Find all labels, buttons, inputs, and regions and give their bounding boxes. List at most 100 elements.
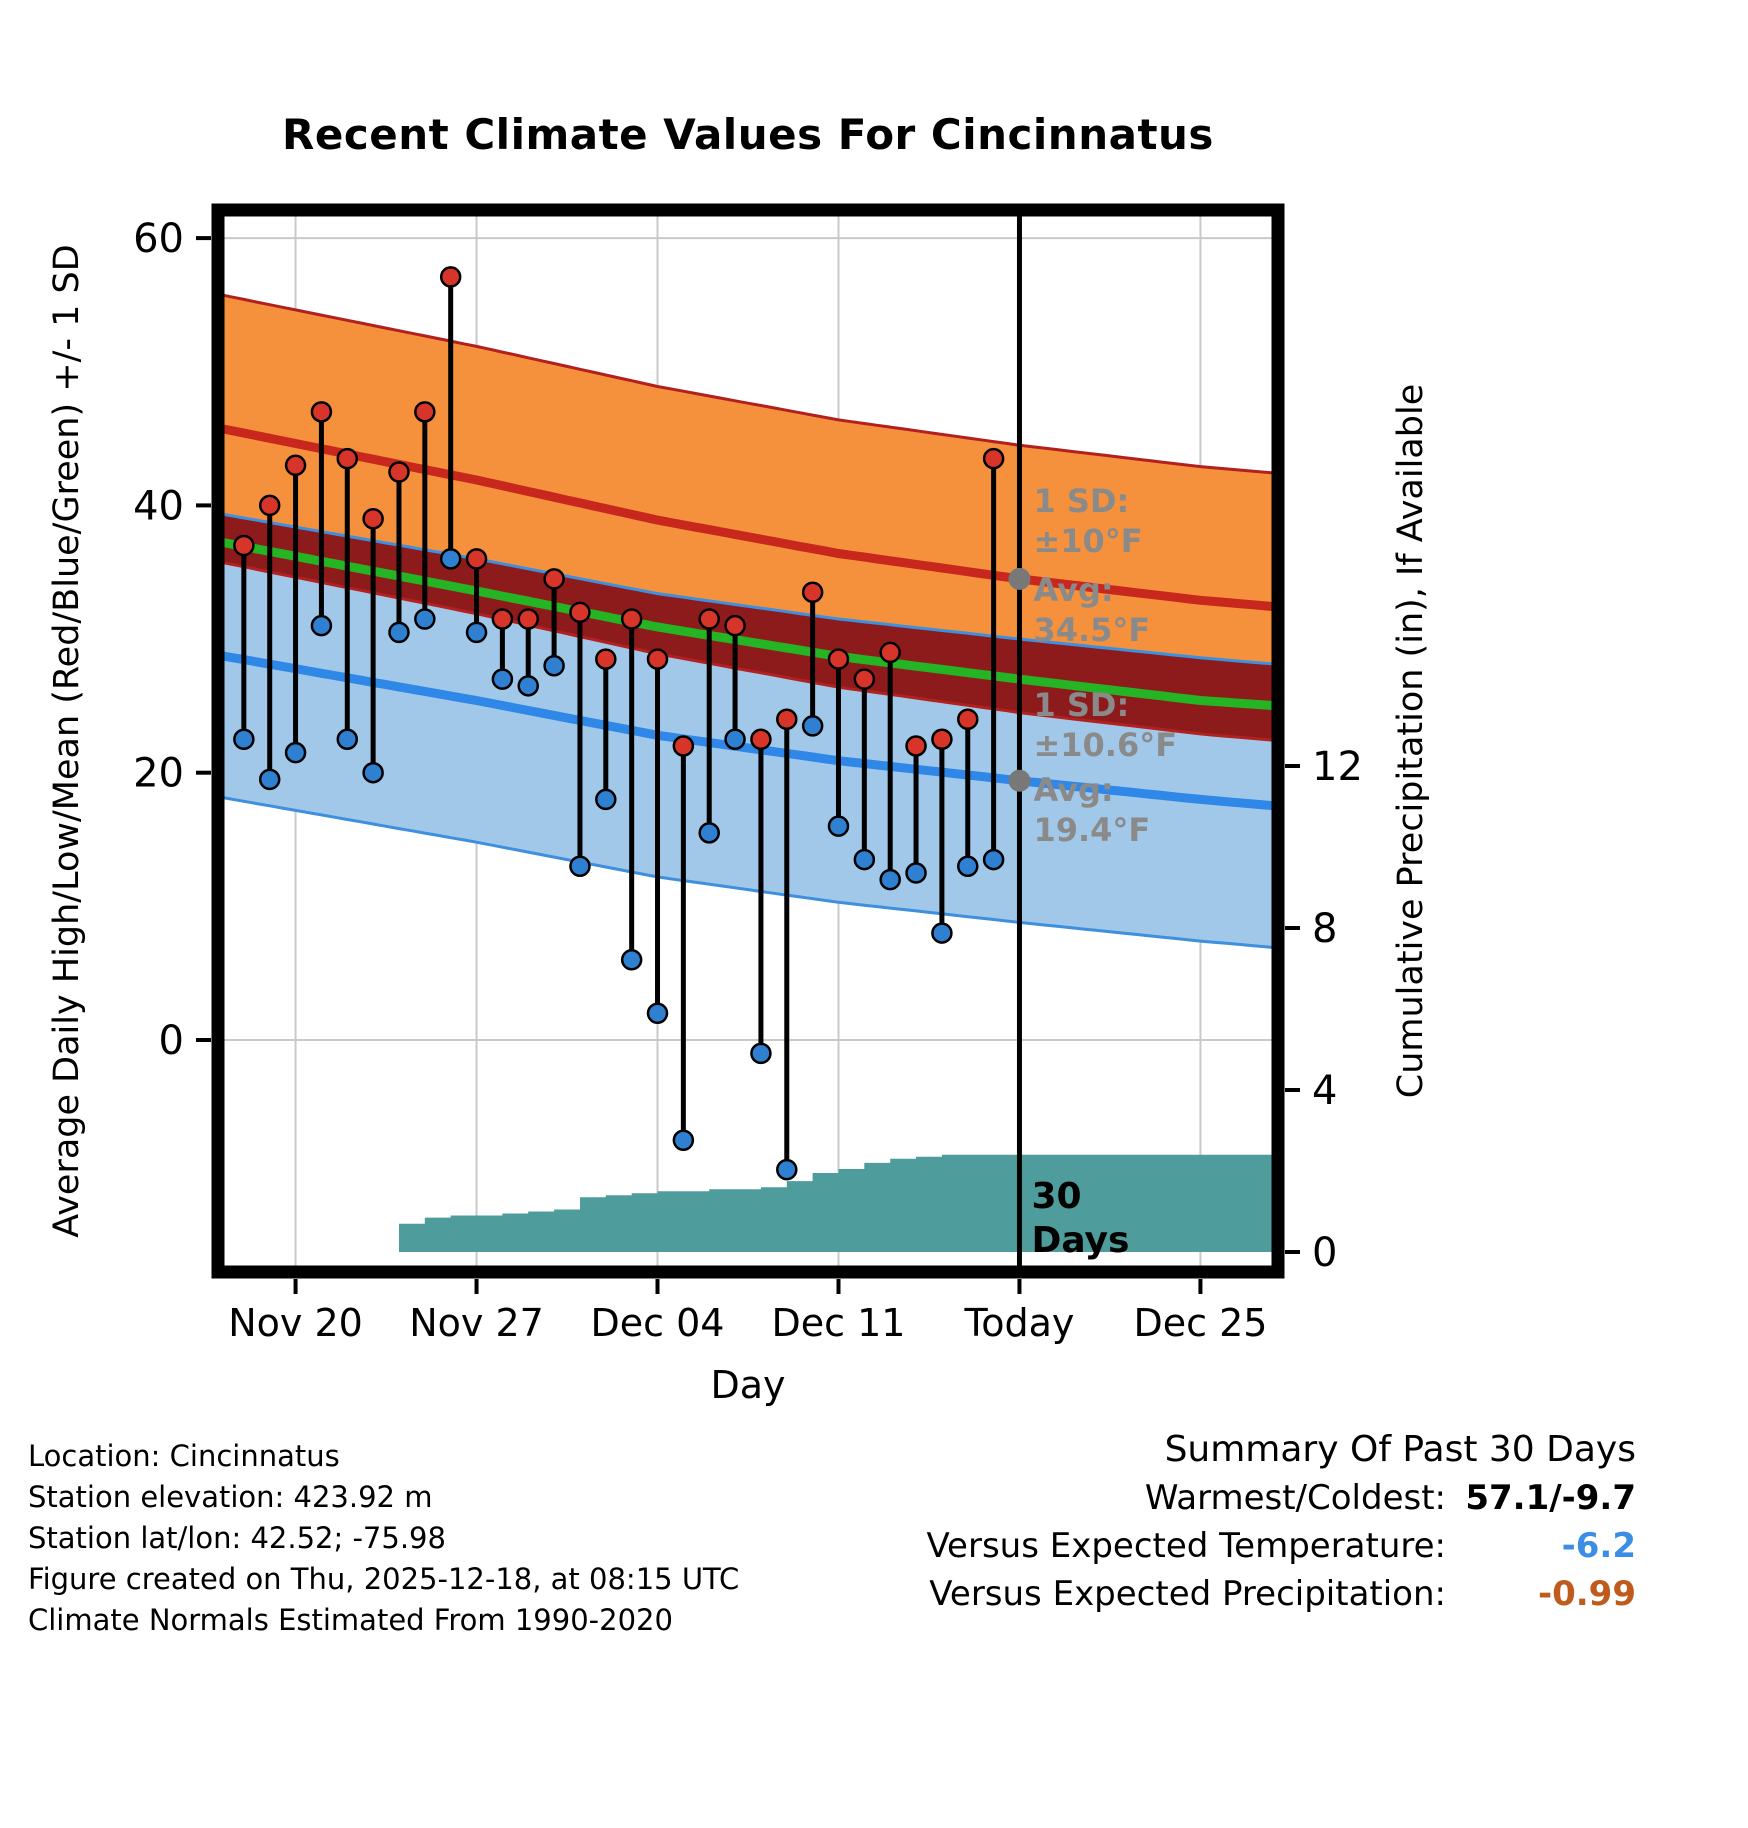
- x-axis-tick-label: Nov 27: [409, 1301, 544, 1345]
- low-temp-dot: [310, 614, 333, 637]
- low-temp-dot: [879, 868, 901, 891]
- low-temp-dot: [646, 1002, 669, 1025]
- high-temp-dot: [362, 508, 384, 530]
- left-axis-tick-label: 40: [133, 483, 184, 529]
- x-axis-title: Day: [710, 1363, 785, 1407]
- high-temp-dot: [776, 708, 798, 730]
- low-temp-dot: [776, 1158, 798, 1181]
- right-axis-title: Cumulative Precipitation (in), If Availa…: [1391, 384, 1431, 1098]
- annotation-period-count: 30: [1031, 1176, 1081, 1217]
- low-temp-dot: [853, 848, 876, 871]
- left-axis-tick-label: 60: [133, 216, 184, 262]
- page-title: Recent Climate Values For Cincinnatus: [282, 110, 1214, 159]
- low-temp-dot: [698, 822, 720, 844]
- high-band-top-edge: [217, 292, 1279, 475]
- avg-high-marker: [1008, 567, 1031, 590]
- high-temp-dot: [931, 728, 953, 751]
- low-temp-dot: [258, 768, 281, 791]
- high-temp-dot: [258, 494, 281, 517]
- low-temp-dot: [388, 621, 410, 644]
- high-temp-dot: [439, 266, 462, 288]
- low-temp-dot: [569, 855, 591, 878]
- summary-value: -6.2: [1561, 1526, 1636, 1566]
- low-temp-dot: [439, 548, 462, 570]
- high-temp-dot: [491, 608, 514, 630]
- high-temp-dot: [750, 728, 772, 751]
- avg-low-marker: [1008, 769, 1031, 792]
- annotation-high-sd-label: 1 SD:: [1033, 482, 1129, 520]
- summary-label: Versus Expected Precipitation:: [929, 1574, 1446, 1614]
- low-temp-dot: [931, 922, 953, 944]
- low-temp-dot: [233, 728, 255, 751]
- low-band-bottom-edge: [217, 795, 1279, 950]
- low-temp-dot: [465, 621, 488, 644]
- low-temp-dot: [827, 815, 850, 837]
- annotation-low-avg-label: Avg:: [1033, 771, 1113, 809]
- low-mean-line: [217, 650, 1279, 811]
- high-temp-dot: [724, 614, 746, 637]
- high-temp-dot: [543, 568, 565, 590]
- metadata-created: Figure created on Thu, 2025-12-18, at 08…: [28, 1562, 740, 1596]
- x-axis-tick-label: Dec 11: [772, 1301, 906, 1345]
- low-temp-dot: [801, 715, 824, 737]
- high-temp-dot: [620, 608, 643, 630]
- annotation-high-sd-value: ±10°F: [1033, 522, 1142, 560]
- summary-row-vs-temperature: Versus Expected Temperature: -6.2: [926, 1522, 1636, 1570]
- high-temp-dot: [646, 648, 669, 670]
- annotation-low-sd-value: ±10.6°F: [1033, 726, 1177, 764]
- low-temp-dot: [724, 728, 746, 751]
- low-normal-band: [218, 513, 1278, 948]
- high-normal-band: [218, 294, 1278, 741]
- left-axis-tick-label: 0: [159, 1018, 184, 1064]
- low-band-top-edge: [217, 511, 1279, 666]
- station-metadata: Location: Cincinnatus Station elevation:…: [28, 1436, 739, 1641]
- metadata-normals: Climate Normals Estimated From 1990-2020: [28, 1603, 673, 1637]
- high-temp-dot: [310, 401, 333, 423]
- x-axis-tick-label: Dec 25: [1133, 1301, 1267, 1345]
- low-temp-dot: [336, 728, 359, 751]
- high-band-bottom-edge: [217, 560, 1279, 743]
- low-temp-dot: [517, 675, 539, 697]
- high-temp-dot: [957, 708, 979, 730]
- high-temp-dot: [827, 648, 850, 670]
- right-axis-tick-label: 12: [1312, 744, 1363, 790]
- annotation-low-sd-label: 1 SD:: [1033, 686, 1129, 724]
- low-temp-dot: [414, 608, 436, 630]
- summary-panel: Summary Of Past 30 Days Warmest/Coldest:…: [926, 1426, 1636, 1618]
- summary-row-vs-precipitation: Versus Expected Precipitation: -0.99: [926, 1570, 1636, 1618]
- low-temp-dot: [672, 1129, 695, 1151]
- annotation-period-unit: Days: [1031, 1220, 1129, 1261]
- summary-title: Summary Of Past 30 Days: [1164, 1429, 1636, 1470]
- summary-row-warmest-coldest: Warmest/Coldest: 57.1/-9.7: [926, 1474, 1636, 1522]
- metadata-latlon: Station lat/lon: 42.52; -75.98: [28, 1521, 446, 1555]
- low-temp-dot: [362, 761, 384, 784]
- high-temp-dot: [672, 735, 695, 757]
- low-temp-dot: [750, 1042, 772, 1065]
- low-temp-dot: [620, 949, 643, 971]
- right-axis-tick-label: 4: [1312, 1068, 1337, 1114]
- high-temp-dot: [569, 601, 591, 624]
- plot-border: [211, 203, 1285, 1279]
- left-axis-tick-label: 20: [133, 751, 184, 797]
- high-temp-dot: [517, 608, 539, 630]
- precip-area: [399, 1154, 1278, 1252]
- high-temp-dot: [698, 608, 720, 630]
- summary-value: 57.1/-9.7: [1465, 1478, 1636, 1518]
- band-overlap: [218, 513, 1278, 741]
- annotation-high-avg-label: Avg:: [1033, 571, 1113, 609]
- low-temp-dot: [957, 855, 979, 878]
- low-temp-dot: [905, 862, 927, 884]
- high-temp-dot: [801, 581, 824, 604]
- high-temp-dot: [465, 548, 488, 570]
- high-temp-dot: [233, 534, 255, 557]
- low-temp-dot: [491, 668, 514, 690]
- high-temp-dot: [388, 461, 410, 483]
- annotation-low-avg-value: 19.4°F: [1033, 811, 1150, 849]
- summary-label: Versus Expected Temperature:: [926, 1526, 1446, 1566]
- metadata-elevation: Station elevation: 423.92 m: [28, 1480, 433, 1514]
- climate-mean-line: [217, 537, 1279, 711]
- right-axis-tick-label: 0: [1312, 1230, 1337, 1276]
- metadata-location: Location: Cincinnatus: [28, 1439, 340, 1473]
- low-temp-dot: [284, 741, 307, 764]
